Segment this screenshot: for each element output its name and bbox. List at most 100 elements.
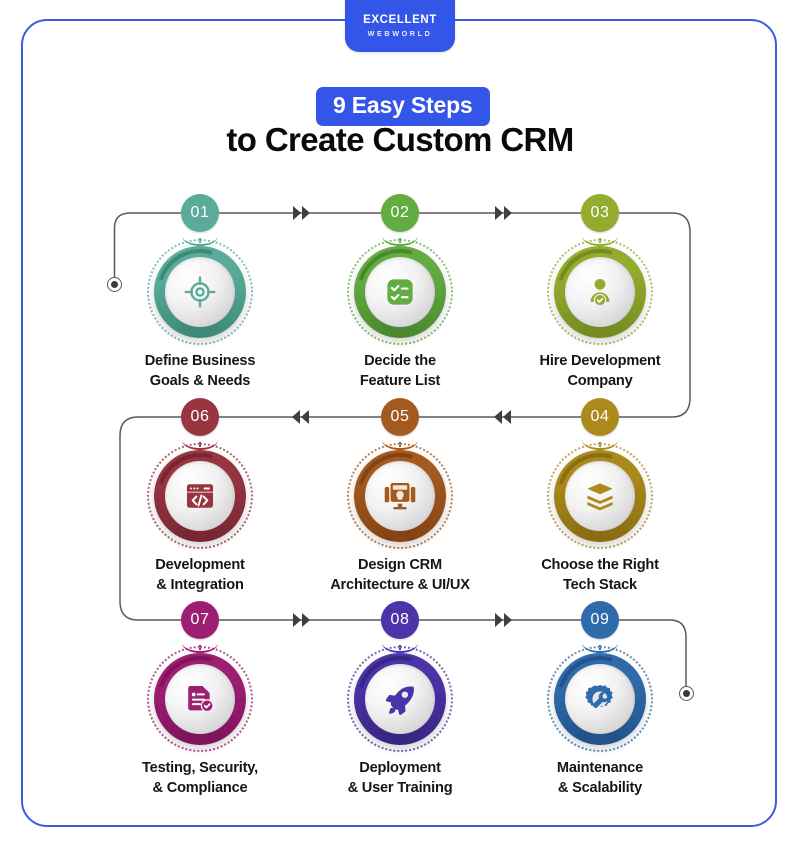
brand-logo[interactable]: EXCELLENT WEBWORLD (345, 0, 455, 52)
step-icon-badge-09[interactable] (541, 640, 659, 758)
step-label-05: Design CRM Architecture & UI/UX (300, 556, 500, 595)
step-badge-dotted-ring (347, 443, 453, 549)
step-label-03: Hire Development Company (500, 352, 700, 391)
arrow-chevron (301, 410, 309, 424)
step-label-line: Deployment (359, 760, 441, 776)
step-label-line: & Compliance (152, 779, 248, 796)
flow-line-start-to-01 (113, 212, 181, 277)
arrow-chevron (495, 206, 503, 220)
arrow-chevron (292, 410, 300, 424)
arrow-chevron (504, 613, 512, 627)
step-number-09: 09 (581, 601, 619, 639)
step-label-line: Define Business (144, 353, 256, 369)
arrow-chevron (503, 410, 511, 424)
step-number-05: 05 (381, 398, 419, 436)
flow-line-09-to-end (619, 619, 687, 686)
subtitle-badge: 9 Easy Steps (316, 87, 490, 126)
step-icon-badge-01[interactable] (141, 233, 259, 351)
flow-start-dot-core (111, 281, 118, 288)
step-label-line: Tech Stack (563, 576, 637, 593)
arrow-chevron (302, 613, 310, 627)
person-check-icon (582, 274, 618, 310)
step-label-line: Company (567, 372, 633, 389)
step-icon-badge-05[interactable] (341, 437, 459, 555)
step-label-line: Choose the Right (541, 557, 659, 573)
step-label-line: Design CRM (358, 557, 442, 573)
step-icon-plate (565, 664, 635, 734)
step-icon-badge-07[interactable] (141, 640, 259, 758)
step-number-02: 02 (381, 194, 419, 232)
flow-end-dot-core (683, 690, 690, 697)
step-number-04: 04 (581, 398, 619, 436)
code-window-icon (182, 478, 218, 514)
step-badge-dotted-ring (547, 239, 653, 345)
arrow-chevron (504, 206, 512, 220)
step-badge-dotted-ring (347, 239, 453, 345)
brand-logo-line1: EXCELLENT (363, 13, 437, 26)
step-icon-badge-03[interactable] (541, 233, 659, 351)
step-icon-plate (365, 664, 435, 734)
step-label-line: Goals & Needs (149, 372, 251, 389)
step-icon-badge-08[interactable] (341, 640, 459, 758)
step-badge-dotted-ring (347, 646, 453, 752)
step-badge-dotted-ring (147, 443, 253, 549)
step-icon-badge-04[interactable] (541, 437, 659, 555)
flow-arrow-row1-a (293, 206, 310, 220)
step-label-04: Choose the Right Tech Stack (500, 556, 700, 595)
step-number-06: 06 (181, 398, 219, 436)
step-label-06: Development & Integration (100, 556, 300, 595)
flow-arrow-row3-b (495, 613, 512, 627)
step-icon-plate (165, 461, 235, 531)
arrow-chevron (293, 206, 301, 220)
flow-arrow-row1-b (495, 206, 512, 220)
flow-arrow-row2-a (494, 410, 511, 424)
step-label-09: Maintenance & Scalability (500, 759, 700, 798)
step-icon-plate (165, 257, 235, 327)
arrow-chevron (293, 613, 301, 627)
step-label-line: Feature List (359, 372, 441, 389)
rocket-icon (382, 681, 418, 717)
step-label-line: Hire Development (539, 353, 661, 369)
step-icon-plate (365, 461, 435, 531)
page-title: to Create Custom CRM (226, 121, 574, 158)
step-badge-dotted-ring (547, 443, 653, 549)
step-icon-badge-02[interactable] (341, 233, 459, 351)
step-label-line: & User Training (347, 779, 453, 796)
gear-wrench-icon (582, 681, 618, 717)
step-label-02: Decide the Feature List (300, 352, 500, 391)
document-check-icon (182, 681, 218, 717)
target-icon (182, 274, 218, 310)
step-label-line: & Integration (156, 576, 244, 593)
step-label-line: Development (155, 557, 245, 573)
step-badge-dotted-ring (147, 646, 253, 752)
step-label-line: Testing, Security, (142, 760, 258, 776)
design-monitor-icon (382, 478, 418, 514)
step-label-line: Maintenance (556, 760, 644, 776)
step-label-line: Architecture & UI/UX (330, 576, 470, 593)
step-number-07: 07 (181, 601, 219, 639)
brand-logo-line2: WEBWORLD (367, 29, 433, 39)
flow-line-03-to-04 (619, 212, 691, 418)
step-badge-dotted-ring (147, 239, 253, 345)
step-badge-dotted-ring (547, 646, 653, 752)
step-number-08: 08 (381, 601, 419, 639)
step-icon-plate (365, 257, 435, 327)
arrow-chevron (302, 206, 310, 220)
checklist-icon (382, 274, 418, 310)
arrow-chevron (495, 613, 503, 627)
step-label-line: Decide the (364, 353, 436, 369)
step-icon-plate (565, 461, 635, 531)
flow-arrow-row3-a (293, 613, 310, 627)
step-icon-badge-06[interactable] (141, 437, 259, 555)
step-number-03: 03 (581, 194, 619, 232)
arrow-chevron (494, 410, 502, 424)
step-label-07: Testing, Security, & Compliance (100, 759, 300, 798)
flow-start-dot (107, 277, 122, 292)
flow-line-06-to-07 (119, 416, 181, 621)
flow-end-dot (679, 686, 694, 701)
step-icon-plate (565, 257, 635, 327)
flow-arrow-row2-b (292, 410, 309, 424)
layers-icon (582, 478, 618, 514)
